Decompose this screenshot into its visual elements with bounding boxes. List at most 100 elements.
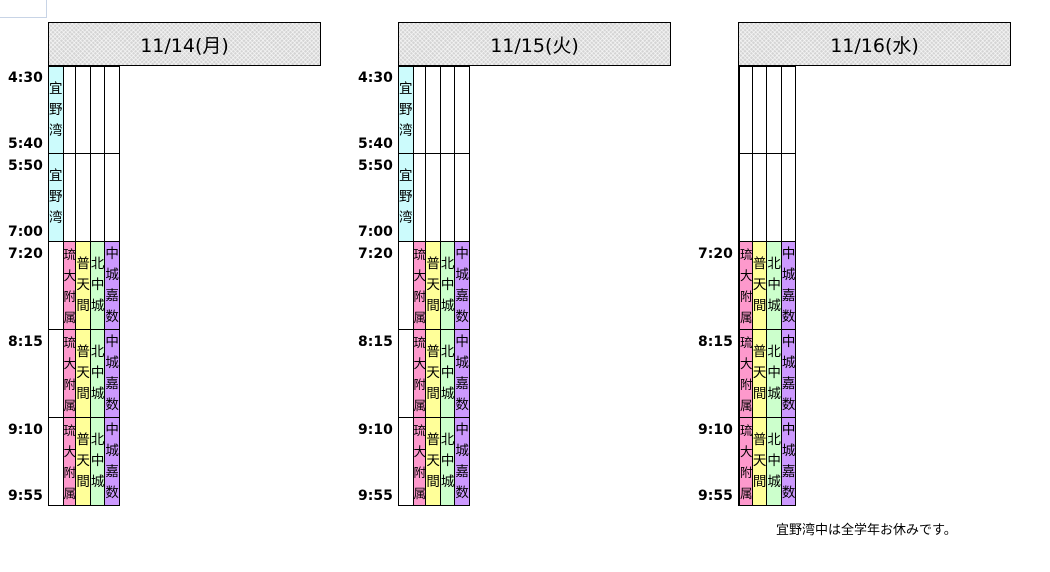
schedule-cell: 琉大附属 — [412, 329, 427, 418]
time-label: 7:20 — [8, 246, 43, 262]
school-label: 琉大附属 — [63, 246, 77, 325]
schedule-cell: 宜野湾 — [48, 153, 64, 242]
schedule-cell: 琉大附属 — [62, 241, 77, 330]
school-label: 中城 — [105, 333, 119, 371]
schedule-cell — [104, 66, 120, 154]
schedule-row — [738, 153, 797, 242]
schedule-cell: 普天間 — [425, 417, 441, 506]
schedule-row — [738, 66, 797, 154]
schedule-grid: 琉大附属 普天間 北中城 中城 嘉数 琉大附属 普天間 北中城 中城 嘉数 琉大附属 普天間 北中城 中城… — [738, 66, 797, 506]
school-label: 嘉数 — [781, 287, 796, 325]
school-label: 北中城 — [440, 256, 455, 314]
schedule-row: 琉大附属 普天間 北中城 中城 嘉数 — [48, 329, 120, 418]
schedule-cell: 北中城 — [766, 241, 782, 330]
schedule-cell: 琉大附属 — [62, 417, 77, 506]
time-label: 4:30 — [358, 70, 393, 86]
school-label: 普天間 — [426, 344, 440, 402]
schedule-cell — [738, 417, 740, 506]
schedule-cell — [48, 417, 64, 506]
schedule-cell: 中城 嘉数 — [104, 241, 120, 330]
schedule-cell — [751, 66, 768, 154]
schedule-cell: 中城 嘉数 — [104, 417, 120, 506]
schedule-cell — [89, 153, 106, 242]
school-label: 普天間 — [752, 432, 767, 490]
school-label: 中城 — [455, 245, 469, 283]
school-label: 宜野湾 — [49, 80, 63, 139]
schedule-cell — [739, 153, 753, 242]
schedule-cell: 中城 嘉数 — [780, 241, 797, 330]
schedule-cell — [766, 153, 782, 242]
schedule-cell — [454, 153, 470, 242]
schedule-cell: 中城 嘉数 — [780, 417, 797, 506]
school-label: 中城 — [105, 421, 119, 459]
day-header: 11/15(火) — [398, 22, 671, 66]
time-label: 7:20 — [698, 246, 733, 262]
schedule-cell: 中城 嘉数 — [780, 329, 797, 418]
schedule-row: 宜野湾 — [398, 153, 470, 242]
school-label: 嘉数 — [105, 287, 119, 325]
school-label: 琉大附属 — [63, 422, 77, 501]
school-label: 嘉数 — [781, 375, 796, 413]
schedule-cell — [766, 66, 782, 154]
schedule-cell — [89, 66, 106, 154]
schedule-cell — [104, 153, 120, 242]
school-label: 普天間 — [76, 256, 90, 314]
corner-mark — [0, 0, 47, 18]
schedule-cell: 普天間 — [751, 417, 768, 506]
schedule-cell: 普天間 — [751, 329, 768, 418]
school-label: 中城 — [455, 333, 469, 371]
schedule-cell: 琉大附属 — [62, 329, 77, 418]
schedule-cell — [780, 66, 797, 154]
school-label: 琉大附属 — [413, 246, 427, 325]
school-label: 琉大附属 — [413, 422, 427, 501]
school-label: 北中城 — [767, 256, 781, 314]
schedule-row: 宜野湾 — [48, 66, 120, 154]
schedule-row: 琉大附属 普天間 北中城 中城 嘉数 — [398, 417, 470, 506]
school-label: 北中城 — [440, 344, 455, 402]
schedule-cell — [75, 66, 91, 154]
time-label: 9:10 — [358, 422, 393, 438]
time-label: 9:55 — [698, 488, 733, 504]
schedule-cell — [75, 153, 91, 242]
school-label: 嘉数 — [455, 287, 469, 325]
schedule-row: 琉大附属 普天間 北中城 中城嘉数 — [398, 241, 470, 330]
time-label: 9:55 — [358, 488, 393, 504]
school-label: 普天間 — [752, 256, 767, 314]
school-label: 琉大附属 — [740, 334, 753, 413]
schedule-row: 琉大附属 普天間 北中城 中城 嘉数 — [48, 241, 120, 330]
schedule-cell: 普天間 — [751, 241, 768, 330]
school-label: 普天間 — [76, 344, 90, 402]
schedule-row: 琉大附属 普天間 北中城 中城 嘉数 — [738, 417, 797, 506]
schedule-cell: 北中城 — [766, 329, 782, 418]
schedule-cell: 宜野湾 — [398, 153, 414, 242]
school-label: 北中城 — [440, 432, 455, 490]
schedule-cell: 琉大附属 — [412, 417, 427, 506]
time-label: 8:15 — [698, 334, 733, 350]
schedule-cell: 北中城 — [89, 329, 106, 418]
school-label: 宜野湾 — [399, 80, 413, 139]
school-label: 宜野湾 — [49, 168, 63, 226]
schedule-cell — [425, 153, 441, 242]
schedule-cell — [62, 153, 77, 242]
schedule-cell — [398, 417, 414, 506]
time-label: 8:15 — [358, 334, 393, 350]
schedule-cell — [751, 153, 768, 242]
school-label: 嘉数 — [105, 463, 119, 501]
time-label: 5:50 — [358, 158, 393, 174]
schedule-cell: 琉大附属 — [739, 329, 753, 418]
schedule-cell: 北中城 — [89, 417, 106, 506]
schedule-row: 琉大附属 普天間 北中城 中城嘉数 — [48, 417, 120, 506]
schedule-cell: 中城 嘉数 — [454, 417, 470, 506]
day-header: 11/16(水) — [738, 22, 1011, 66]
schedule-cell — [439, 66, 456, 154]
schedule-grid: 宜野湾 宜野湾 琉大附属 普天間 北中城 中城 嘉数 琉大附属 普天間 北中城 中城 嘉数 琉大附属 普天… — [398, 66, 470, 506]
school-label: 普天間 — [426, 256, 440, 314]
schedule-row: 琉大附属 普天間 北中城 中城 嘉数 — [738, 329, 797, 418]
schedule-cell — [454, 66, 470, 154]
schedule-cell: 北中城 — [89, 241, 106, 330]
time-label: 7:00 — [358, 224, 393, 240]
school-label: 普天間 — [76, 432, 90, 490]
school-label: 北中城 — [90, 344, 105, 402]
time-label: 7:20 — [358, 246, 393, 262]
time-label: 9:10 — [8, 422, 43, 438]
